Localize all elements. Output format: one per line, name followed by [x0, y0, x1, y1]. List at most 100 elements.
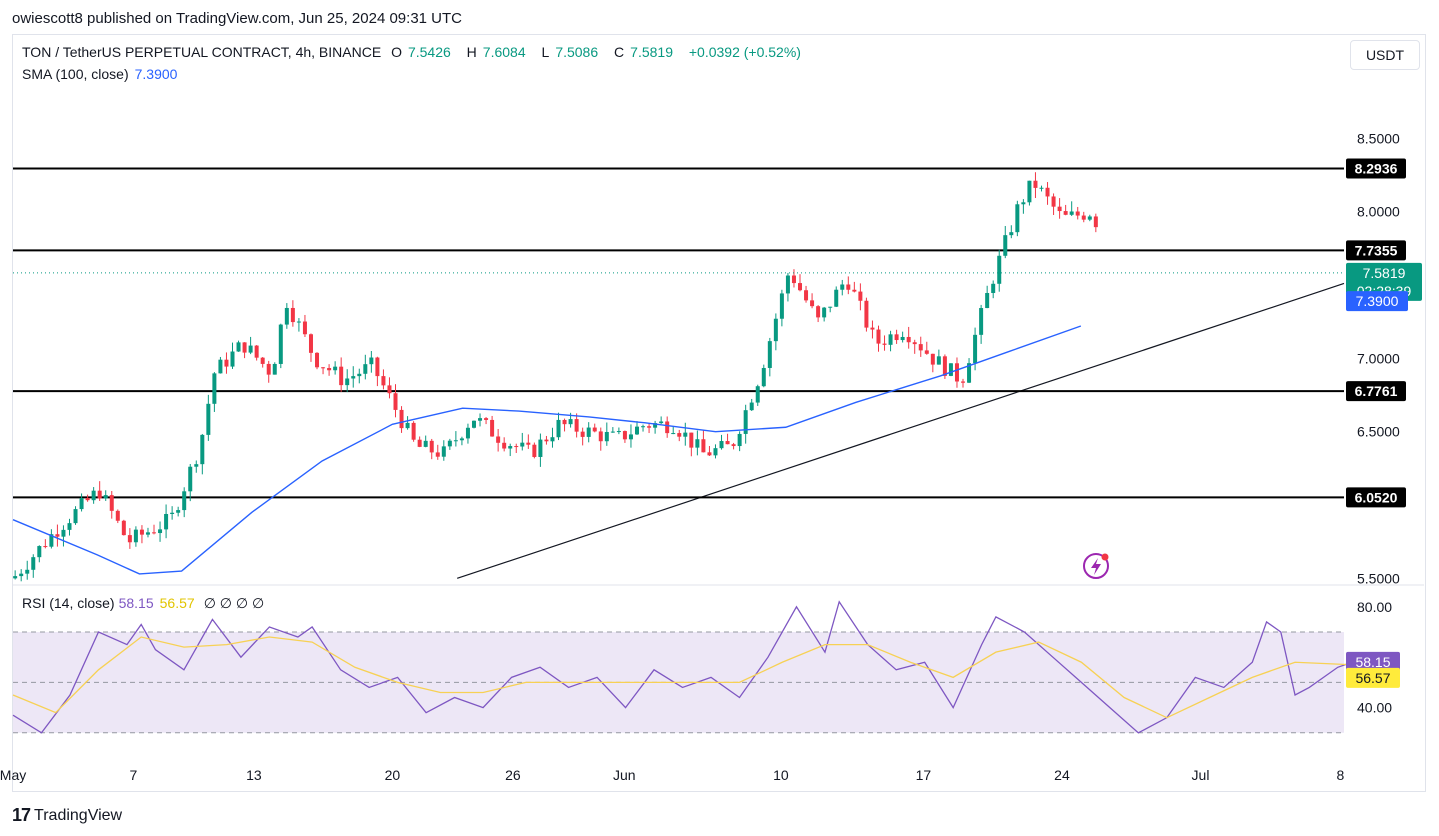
candle-body: [598, 431, 603, 442]
candle-body: [25, 569, 30, 574]
candle-body: [13, 576, 18, 579]
level-tag-6.0520: 6.0520: [1355, 489, 1398, 505]
candle-body: [798, 283, 803, 291]
candle-body: [248, 345, 253, 353]
candle-body: [1093, 216, 1098, 228]
candle-body: [882, 343, 887, 345]
candle-body: [453, 440, 458, 442]
time-tick-5: Jun: [613, 767, 636, 783]
price-tick-1: 8.0000: [1357, 204, 1400, 220]
candle-body: [236, 342, 241, 352]
candle-body: [127, 535, 132, 543]
candle-body: [677, 433, 682, 437]
flash-icon-ring: [1083, 553, 1109, 579]
candle-body: [49, 534, 54, 547]
candle-body: [822, 307, 827, 318]
rsi-legend[interactable]: RSI (14, close) 58.15 56.57 ∅ ∅ ∅ ∅: [22, 595, 264, 612]
candle-body: [586, 427, 591, 437]
tradingview-footer[interactable]: 17 TradingView: [12, 805, 122, 826]
rsi-placeholders: ∅ ∅ ∅ ∅: [203, 595, 265, 611]
candle-body: [55, 534, 60, 537]
candle-body: [496, 436, 501, 443]
candle-body: [284, 307, 289, 325]
candle-body: [683, 432, 688, 437]
close-value: C 7.5819: [614, 44, 673, 60]
candle-body: [894, 334, 899, 341]
candle-body: [1057, 206, 1062, 212]
candle-body: [743, 410, 748, 434]
candles: [13, 172, 1098, 582]
candle-body: [659, 421, 664, 424]
candle-body: [828, 306, 833, 308]
candle-body: [115, 510, 120, 521]
candle-body: [375, 357, 380, 377]
candle-body: [200, 434, 205, 465]
candle-body: [785, 275, 790, 294]
low-value: L 7.5086: [541, 44, 599, 60]
candle-body: [900, 336, 905, 341]
candle-body: [912, 342, 917, 345]
candle-body: [695, 439, 700, 448]
candle-body: [447, 440, 452, 447]
candle-body: [441, 446, 446, 457]
high-value: H 7.6084: [466, 44, 526, 60]
rsi-ma-value: 56.57: [159, 595, 195, 611]
candle-body: [417, 439, 422, 447]
flash-icon-dot: [1101, 553, 1109, 561]
candle-body: [707, 452, 712, 456]
candle-body: [1081, 215, 1086, 220]
candle-body: [616, 431, 621, 433]
candle-body: [924, 350, 929, 354]
currency-button[interactable]: USDT: [1350, 40, 1420, 70]
candle-body: [260, 357, 265, 364]
candle-body: [369, 357, 374, 365]
candle-body: [381, 376, 386, 386]
candle-body: [520, 442, 525, 447]
candle-body: [713, 448, 718, 456]
time-tick-7: 17: [916, 767, 932, 783]
candle-body: [846, 284, 851, 290]
candle-body: [43, 546, 48, 548]
candle-body: [1003, 235, 1008, 256]
candle-body: [592, 427, 597, 432]
rsi-tag-bg: [1346, 651, 1400, 672]
candle-body: [1063, 211, 1068, 215]
candle-body: [888, 334, 893, 345]
candle-body: [538, 439, 543, 457]
level-tag-bg-7.7355: [1346, 240, 1406, 261]
time-tick-3: 20: [385, 767, 401, 783]
candle-body: [1015, 204, 1020, 233]
candle-body: [834, 289, 839, 307]
candle-body: [484, 418, 489, 420]
candle-body: [804, 290, 809, 301]
time-tick-2: 13: [246, 767, 262, 783]
candle-body: [761, 367, 766, 387]
level-tag-bg-8.2936: [1346, 158, 1406, 179]
sma-legend[interactable]: SMA (100, close) 7.3900: [22, 66, 177, 82]
time-tick-6: 10: [773, 767, 789, 783]
candle-body: [465, 427, 470, 439]
candle-body: [429, 440, 434, 453]
candle-body: [278, 324, 283, 364]
candle-body: [671, 433, 676, 435]
price-tick-4: 5.5000: [1357, 570, 1400, 586]
candle-body: [574, 419, 579, 432]
candle-body: [610, 431, 615, 433]
candle-body: [556, 419, 561, 438]
candle-body: [1087, 216, 1092, 220]
rsi-value: 58.15: [118, 595, 154, 611]
level-tag-7.7355: 7.7355: [1355, 242, 1398, 258]
candle-body: [387, 385, 392, 394]
sma-value: 7.3900: [134, 66, 178, 82]
candle-body: [918, 344, 923, 351]
candle-body: [544, 439, 549, 442]
candle-body: [73, 509, 78, 524]
candle-body: [755, 386, 760, 403]
candle-body: [459, 438, 464, 441]
candle-body: [1039, 187, 1044, 189]
candle-body: [393, 393, 398, 410]
candle-body: [550, 437, 555, 442]
last-price-tag: 7.5819: [1363, 265, 1406, 281]
candle-body: [979, 308, 984, 335]
